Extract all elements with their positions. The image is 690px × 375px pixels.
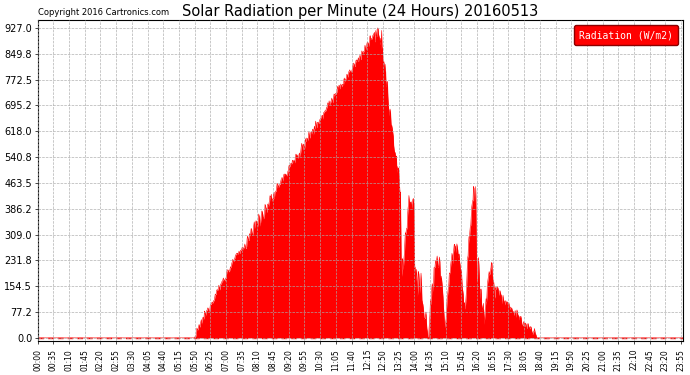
Title: Solar Radiation per Minute (24 Hours) 20160513: Solar Radiation per Minute (24 Hours) 20… (182, 4, 538, 19)
Text: Copyright 2016 Cartronics.com: Copyright 2016 Cartronics.com (38, 8, 169, 17)
Legend: Radiation (W/m2): Radiation (W/m2) (574, 25, 678, 45)
